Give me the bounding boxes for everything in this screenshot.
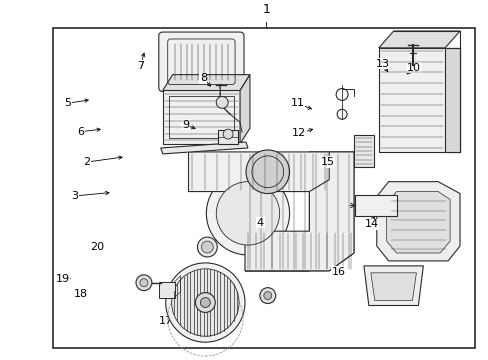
Circle shape <box>171 269 239 336</box>
Circle shape <box>264 292 271 300</box>
Text: 14: 14 <box>364 220 378 229</box>
Polygon shape <box>163 90 240 144</box>
Bar <box>354 194 396 216</box>
Text: 3: 3 <box>71 191 78 201</box>
Text: 16: 16 <box>331 266 346 276</box>
Circle shape <box>197 237 217 257</box>
Polygon shape <box>188 152 328 192</box>
FancyBboxPatch shape <box>159 32 244 91</box>
Text: 17: 17 <box>159 316 173 326</box>
Circle shape <box>216 182 279 245</box>
Bar <box>218 130 238 144</box>
Polygon shape <box>386 192 449 253</box>
Text: 15: 15 <box>320 157 334 167</box>
Circle shape <box>201 241 213 253</box>
Bar <box>53 28 474 347</box>
Text: 13: 13 <box>375 59 389 69</box>
Text: 5: 5 <box>64 98 71 108</box>
Polygon shape <box>363 266 423 306</box>
Circle shape <box>140 279 147 287</box>
Circle shape <box>206 172 289 255</box>
Text: 11: 11 <box>290 98 304 108</box>
Text: 12: 12 <box>292 129 305 139</box>
Text: 7: 7 <box>137 61 143 71</box>
Text: 18: 18 <box>74 289 88 299</box>
Text: 2: 2 <box>83 157 90 167</box>
Text: 4: 4 <box>256 218 264 228</box>
Text: 8: 8 <box>199 73 206 83</box>
Text: 21: 21 <box>199 293 213 302</box>
Text: 10: 10 <box>406 63 420 72</box>
Polygon shape <box>240 75 249 144</box>
Circle shape <box>259 288 275 303</box>
Circle shape <box>216 96 228 108</box>
Circle shape <box>223 129 233 139</box>
Polygon shape <box>163 75 249 90</box>
Bar <box>168 96 234 138</box>
Polygon shape <box>444 48 459 152</box>
Text: 20: 20 <box>90 242 104 252</box>
Bar <box>159 282 174 298</box>
Polygon shape <box>244 152 353 271</box>
Text: 19: 19 <box>56 274 70 284</box>
Text: 6: 6 <box>77 127 84 137</box>
Polygon shape <box>161 142 247 154</box>
Polygon shape <box>376 182 459 261</box>
Text: 1: 1 <box>262 3 270 16</box>
Circle shape <box>245 150 289 194</box>
Text: 9: 9 <box>182 120 188 130</box>
Circle shape <box>136 275 152 291</box>
Bar <box>378 48 459 152</box>
Polygon shape <box>378 31 459 48</box>
Polygon shape <box>370 273 416 301</box>
Circle shape <box>200 298 210 307</box>
Polygon shape <box>244 152 353 271</box>
Circle shape <box>195 293 215 312</box>
Circle shape <box>165 263 244 342</box>
Bar <box>353 135 373 167</box>
